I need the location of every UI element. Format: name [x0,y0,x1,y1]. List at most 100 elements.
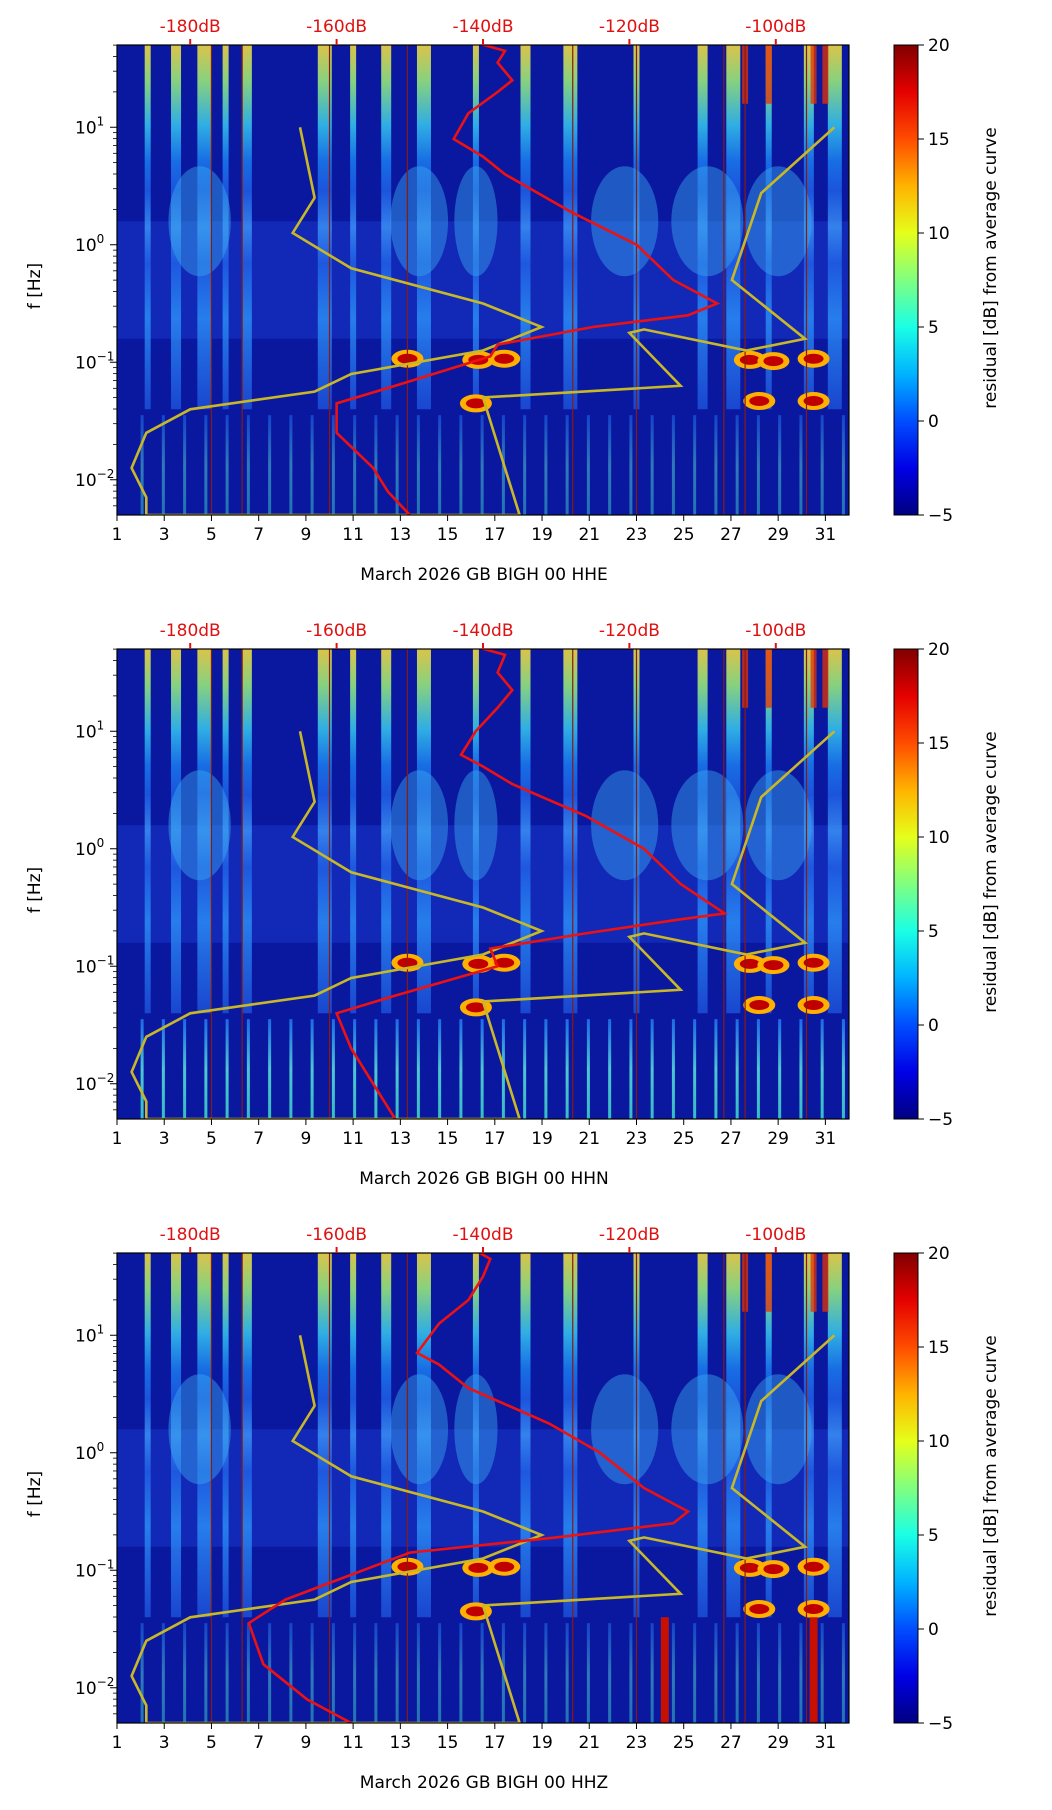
low-freq-streak [778,415,782,515]
spectrogram-chart-hhz: 1 3 5 7 9 11 13 15 17 19 21 23 25 27 29 3110110010−110−… [25,1225,1001,1793]
low-freq-streak [416,415,420,515]
noise-cloud [591,166,659,277]
low-freq-streak [523,415,527,515]
burst-column [765,45,772,410]
x-tick-label: 29 [767,525,789,545]
hot-column [810,1253,817,1312]
low-freq-streak [204,1623,208,1723]
low-freq-streak [714,1019,718,1119]
low-freq-streak [161,1019,165,1119]
burst-column [563,649,578,1014]
noise-cloud [744,166,812,277]
low-freq-streak [714,415,718,515]
burst-column [765,1253,772,1618]
low-freq-streak [650,415,654,515]
low-freq-streak [225,1019,229,1119]
burst-column [416,45,431,410]
burst-column [222,649,229,1014]
low-freq-streak [523,1623,527,1723]
db-axis-label: -100dB [745,621,806,641]
burst-column [803,649,814,1014]
low-freq-streak [204,1019,208,1119]
y-tick-exponent: 1 [97,114,105,128]
low-freq-streak [161,1623,165,1723]
low-freq-streak [480,1019,484,1119]
x-tick-label: 3 [159,1733,170,1753]
x-tick-label: 31 [815,1129,837,1149]
colorbar [893,648,919,1120]
spectrogram-panel-hhe: 1 3 5 7 9 11 13 15 17 19 21 23 25 27 29 31 101 100 10−1 10−… [0,0,1052,602]
hot-spot-core [763,960,784,971]
low-freq-streak [374,415,378,515]
hot-spot-core [803,396,824,407]
colorbar-tick-label: 15 [928,1338,950,1358]
x-tick-label: 17 [484,525,506,545]
y-tick-exponent: −2 [97,1675,115,1689]
hot-spot-core [749,396,770,407]
hot-spot-core [803,1604,824,1615]
x-tick-label: 23 [626,525,648,545]
low-freq-streak [289,1623,293,1723]
y-tick-exponent: −1 [97,1557,115,1571]
colorbar-tick-label: 15 [928,130,950,150]
low-freq-streak [416,1623,420,1723]
hot-spot-core [749,1000,770,1011]
low-freq-streak [693,1019,697,1119]
low-freq-streak [820,415,824,515]
y-tick-label: 101 [75,114,104,138]
reference-noise-model-curve [130,730,836,1119]
low-freq-streak [353,1019,357,1119]
low-freq-streak [586,415,590,515]
low-freq-streak [310,1623,314,1723]
hot-spot-core [739,1562,760,1573]
x-tick-label: 29 [767,1733,789,1753]
burst-column [144,649,151,1014]
average-psd-curve [247,1253,691,1723]
low-freq-streak [140,1019,144,1119]
x-tick-label: 19 [531,1129,553,1149]
y-tick-exponent: −2 [97,467,115,481]
hot-spot-core [749,1604,770,1615]
burst-column [827,649,842,1014]
noise-cloud [454,1374,498,1485]
low-freq-streak [183,1623,187,1723]
hot-column [810,649,817,708]
x-tick-label: 13 [390,1733,412,1753]
low-freq-streak [693,415,697,515]
burst-column [827,45,842,410]
burst-column [697,1253,708,1618]
low-freq-streak [289,415,293,515]
burst-column [381,1253,392,1618]
x-tick-label: 13 [390,1129,412,1149]
y-tick-label: 10−1 [75,953,114,977]
low-freq-streak [629,1623,633,1723]
noise-cloud [671,770,744,881]
colorbar-tick-label: 0 [928,412,939,432]
spectrogram-panel-hhn: 1 3 5 7 9 11 13 15 17 19 21 23 25 27 29 31 101 100 10−1 10−… [0,604,1052,1206]
x-tick-label: 11 [342,525,364,545]
low-freq-streak [480,415,484,515]
low-freq-streak [225,415,229,515]
x-tick-label: 27 [720,1733,742,1753]
y-tick-exponent: −2 [97,1071,115,1085]
low-freq-streak [353,415,357,515]
colorbar-tick-label: 5 [928,318,939,338]
low-freq-streak [374,1623,378,1723]
spectrogram-chart-hhn: 1 3 5 7 9 11 13 15 17 19 21 23 25 27 29 3110110010−110−… [25,621,1001,1189]
burst-column [144,1253,151,1618]
low-freq-streak [183,1019,187,1119]
db-axis-label: -180dB [160,621,221,641]
low-freq-streak [416,1019,420,1119]
low-freq-streak [480,1623,484,1723]
low-freq-streak [841,1019,845,1119]
y-tick-label: 10−2 [75,1071,114,1095]
x-tick-label: 13 [390,525,412,545]
x-tick-label: 23 [626,1129,648,1149]
x-tick-label: 5 [206,1129,217,1149]
burst-column [803,45,814,410]
x-tick-label: 5 [206,1733,217,1753]
burst-column [472,649,479,1014]
x-tick-label: 27 [720,1129,742,1149]
noise-cloud [168,1374,231,1485]
y-tick-label: 100 [75,836,104,860]
